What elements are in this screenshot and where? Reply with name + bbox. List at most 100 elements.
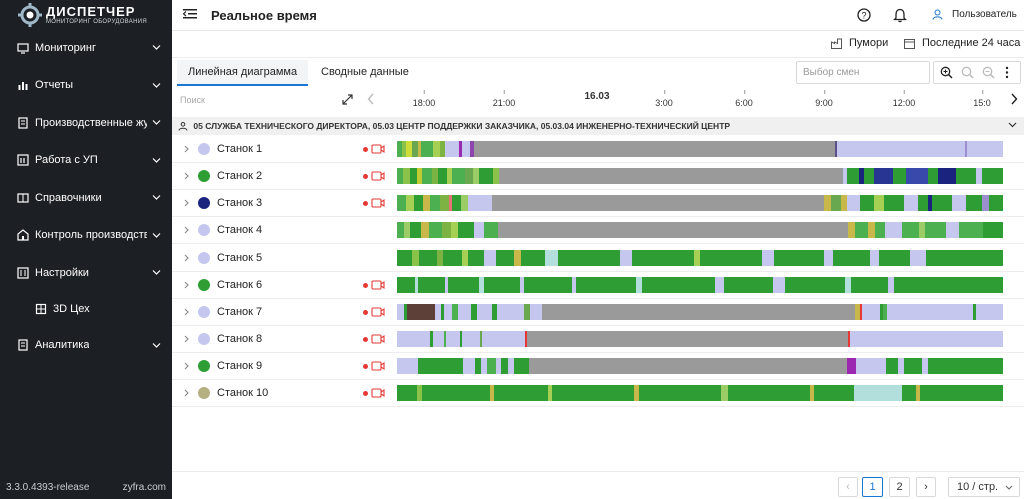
expand-row-icon[interactable] — [184, 281, 189, 289]
state-segment[interactable] — [462, 141, 471, 157]
state-segment[interactable] — [397, 277, 416, 293]
state-segment[interactable] — [513, 358, 529, 374]
timeline-prev-icon[interactable] — [367, 93, 375, 105]
state-segment[interactable] — [438, 168, 447, 184]
state-segment[interactable] — [893, 277, 1003, 293]
state-segment[interactable] — [430, 331, 433, 347]
state-segment[interactable] — [772, 277, 785, 293]
state-segment[interactable] — [855, 304, 861, 320]
state-segment[interactable] — [901, 222, 919, 238]
state-segment[interactable] — [834, 141, 838, 157]
state-segment[interactable] — [404, 304, 408, 320]
state-segment[interactable] — [444, 304, 453, 320]
state-segment[interactable] — [847, 331, 851, 347]
expand-row-icon[interactable] — [184, 226, 189, 234]
state-segment[interactable] — [523, 277, 573, 293]
state-segment[interactable] — [982, 222, 1003, 238]
state-segment[interactable] — [693, 250, 700, 266]
video-camera-icon[interactable] — [371, 143, 385, 155]
state-segment[interactable] — [437, 250, 444, 266]
location-button[interactable]: Пумори — [831, 37, 888, 49]
tab-summary[interactable]: Сводные данные — [321, 66, 409, 78]
state-segment[interactable] — [903, 358, 922, 374]
period-button[interactable]: Последние 24 часа — [904, 37, 1020, 49]
state-segment[interactable] — [784, 277, 846, 293]
state-segment[interactable] — [874, 222, 886, 238]
state-segment[interactable] — [874, 168, 894, 184]
state-segment[interactable] — [452, 304, 459, 320]
state-segment[interactable] — [476, 304, 492, 320]
state-segment[interactable] — [409, 168, 418, 184]
state-segment[interactable] — [458, 141, 463, 157]
state-segment[interactable] — [945, 222, 960, 238]
machine-row[interactable]: Станок 6 — [172, 272, 1024, 299]
state-segment[interactable] — [421, 141, 434, 157]
state-segment[interactable] — [972, 304, 976, 320]
sidebar-item-8[interactable]: 3D Цех — [0, 292, 172, 327]
sidebar-item-3[interactable]: Производственные журналы — [0, 104, 172, 142]
state-segment[interactable] — [851, 277, 888, 293]
state-segment[interactable] — [470, 304, 477, 320]
state-segment[interactable] — [557, 250, 620, 266]
state-segment[interactable] — [433, 141, 441, 157]
state-segment[interactable] — [422, 168, 433, 184]
state-segment[interactable] — [493, 385, 549, 401]
machine-row[interactable]: Станок 10 — [172, 380, 1024, 407]
state-segment[interactable] — [965, 195, 983, 211]
state-segment[interactable] — [699, 250, 762, 266]
expand-row-icon[interactable] — [184, 254, 189, 262]
state-segment[interactable] — [639, 385, 722, 401]
state-segment[interactable] — [413, 195, 423, 211]
state-segment[interactable] — [572, 277, 576, 293]
zoom-out-icon[interactable] — [982, 66, 995, 79]
more-options-icon[interactable] — [1005, 66, 1009, 79]
state-segment[interactable] — [397, 304, 405, 320]
state-segment[interactable] — [483, 277, 520, 293]
expand-row-icon[interactable] — [184, 362, 189, 370]
state-segment[interactable] — [407, 304, 435, 320]
state-segment[interactable] — [905, 168, 929, 184]
state-segment[interactable] — [982, 195, 990, 211]
state-segment[interactable] — [481, 358, 487, 374]
state-segment[interactable] — [925, 222, 946, 238]
state-segment[interactable] — [885, 358, 898, 374]
pagination-page-1[interactable]: 1 — [862, 477, 883, 497]
state-segment[interactable] — [975, 304, 1003, 320]
state-segment[interactable] — [523, 304, 531, 320]
sidebar-item-4[interactable]: Работа с УП — [0, 142, 172, 180]
state-segment[interactable] — [868, 222, 875, 238]
sidebar-item-5[interactable]: Справочники — [0, 179, 172, 217]
machine-row[interactable]: Станок 2 — [172, 163, 1024, 190]
state-segment[interactable] — [397, 168, 404, 184]
state-segment[interactable] — [434, 304, 441, 320]
machine-row[interactable]: Станок 7 — [172, 299, 1024, 326]
state-segment[interactable] — [448, 277, 479, 293]
state-segment[interactable] — [401, 141, 406, 157]
state-segment[interactable] — [418, 358, 463, 374]
state-segment[interactable] — [450, 222, 458, 238]
state-segment[interactable] — [465, 168, 473, 184]
state-segment[interactable] — [724, 277, 773, 293]
state-segment[interactable] — [861, 304, 881, 320]
state-segment[interactable] — [619, 250, 632, 266]
state-segment[interactable] — [823, 250, 833, 266]
machine-timeline-bar[interactable] — [397, 385, 1003, 401]
state-segment[interactable] — [887, 277, 894, 293]
state-segment[interactable] — [855, 358, 886, 374]
state-segment[interactable] — [483, 250, 496, 266]
state-segment[interactable] — [448, 195, 452, 211]
state-segment[interactable] — [472, 168, 480, 184]
state-segment[interactable] — [429, 195, 440, 211]
state-segment[interactable] — [928, 168, 938, 184]
state-segment[interactable] — [846, 168, 860, 184]
state-segment[interactable] — [432, 331, 444, 347]
zoom-in-icon[interactable] — [940, 66, 953, 79]
state-segment[interactable] — [845, 277, 852, 293]
state-segment[interactable] — [428, 222, 443, 238]
state-segment[interactable] — [492, 168, 499, 184]
state-segment[interactable] — [417, 385, 422, 401]
state-segment[interactable] — [927, 358, 1003, 374]
timeline-next-icon[interactable] — [1010, 93, 1018, 105]
state-segment[interactable] — [403, 222, 411, 238]
state-segment[interactable] — [473, 141, 835, 157]
